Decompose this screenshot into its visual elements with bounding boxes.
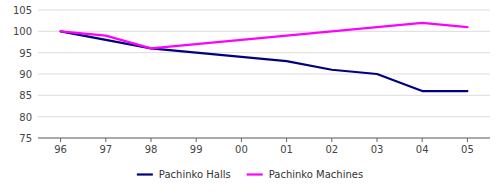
x-tick [196,138,197,142]
grid-line [38,31,490,32]
y-tick-label: 75 [19,133,32,144]
legend: Pachinko Halls Pachinko Machines [137,169,363,180]
x-tick-label: 01 [280,144,293,155]
x-tick-label: 03 [371,144,384,155]
y-axis: 75 80 85 90 95 100 105 [13,5,32,144]
grid-line [38,116,490,117]
lines [61,23,468,91]
x-tick-label: 05 [461,144,474,155]
x-tick [60,138,61,142]
x-tick [286,138,287,142]
x-tick [422,138,423,142]
x-tick-label: 02 [325,144,338,155]
grid-line [38,95,490,96]
x-tick [241,138,242,142]
y-tick-label: 105 [13,5,32,16]
x-tick [151,138,152,142]
x-tick [467,138,468,142]
y-grid [38,10,490,138]
x-tick-label: 98 [145,144,158,155]
legend-swatch [137,173,153,175]
y-tick-label: 80 [19,112,32,123]
y-tick-label: 85 [19,90,32,101]
grid-line [38,52,490,53]
chart-container: 75 80 85 90 95 100 105 96 97 98 99 00 01 02 03 04 05 Pach… [0,0,500,193]
legend-swatch [247,173,263,175]
series-line [61,23,468,49]
x-tick-label: 97 [99,144,112,155]
x-tick [105,138,106,142]
x-tick [331,138,332,142]
legend-label: Pachinko Machines [269,169,363,180]
y-tick-label: 100 [13,26,32,37]
x-tick-label: 04 [416,144,429,155]
y-tick-label: 95 [19,48,32,59]
chart: 75 80 85 90 95 100 105 96 97 98 99 00 01 02 03 04 05 Pach… [0,0,500,193]
x-tick-label: 00 [235,144,248,155]
x-tick-label: 99 [190,144,203,155]
legend-label: Pachinko Halls [159,169,231,180]
y-tick-label: 90 [19,69,32,80]
grid-line [38,74,490,75]
x-axis: 96 97 98 99 00 01 02 03 04 05 [38,138,490,155]
grid-line [38,10,490,11]
x-tick [377,138,378,142]
x-tick-label: 96 [54,144,67,155]
